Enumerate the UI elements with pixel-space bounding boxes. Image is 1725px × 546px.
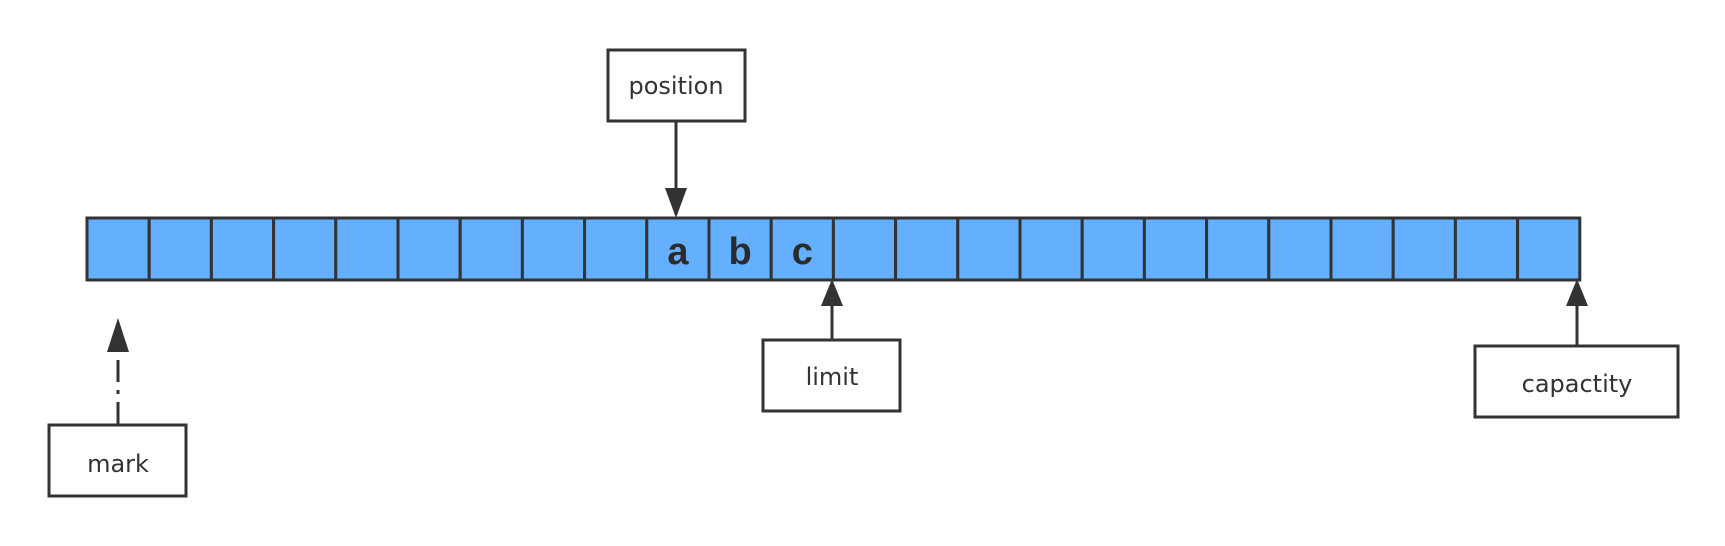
mark-label-box	[47, 423, 188, 498]
buffer-cell	[458, 216, 524, 282]
capacity-label-box	[1473, 344, 1680, 419]
buffer-cell	[334, 216, 400, 282]
buffer-cell	[1267, 216, 1333, 282]
buffer-cell	[1391, 216, 1457, 282]
position-label-box	[606, 48, 747, 123]
position-pointer: position	[606, 48, 747, 218]
limit-arrow-head	[821, 279, 843, 306]
mark-arrow-head	[107, 318, 129, 352]
buffer-cell	[769, 216, 835, 282]
buffer-cell-value: b	[728, 231, 751, 273]
buffer-cell-value: a	[667, 231, 689, 273]
buffer-cell-value: c	[792, 231, 813, 273]
buffer-cell	[1018, 216, 1084, 282]
limit-pointer: limit	[761, 279, 902, 413]
buffer-cell	[894, 216, 960, 282]
buffer-cell	[645, 216, 711, 282]
buffer-cell	[1142, 216, 1209, 282]
buffer-cell	[209, 216, 276, 282]
buffer-cell	[1516, 216, 1582, 282]
limit-label-box	[761, 338, 902, 413]
position-label: position	[628, 72, 723, 100]
buffer-cell	[396, 216, 462, 282]
position-arrow-head	[665, 188, 687, 218]
buffer-cell	[85, 216, 151, 282]
buffer-cell	[1329, 216, 1395, 282]
buffer-cell	[1453, 216, 1520, 282]
buffer-cell	[707, 216, 773, 282]
buffer-cell	[147, 216, 213, 282]
buffer-cell	[520, 216, 587, 282]
buffer-cell	[1080, 216, 1146, 282]
capacity-label: capactity	[1522, 370, 1633, 398]
mark-label: mark	[87, 450, 149, 478]
buffer-cell	[583, 216, 649, 282]
capacity-arrow-head	[1566, 279, 1588, 306]
buffer-cell	[831, 216, 898, 282]
buffer-cell	[272, 216, 338, 282]
buffer-cell	[1205, 216, 1271, 282]
mark-pointer: mark	[47, 318, 188, 498]
buffer-cell	[956, 216, 1022, 282]
limit-label: limit	[806, 363, 859, 391]
capacity-pointer: capactity	[1473, 279, 1680, 419]
